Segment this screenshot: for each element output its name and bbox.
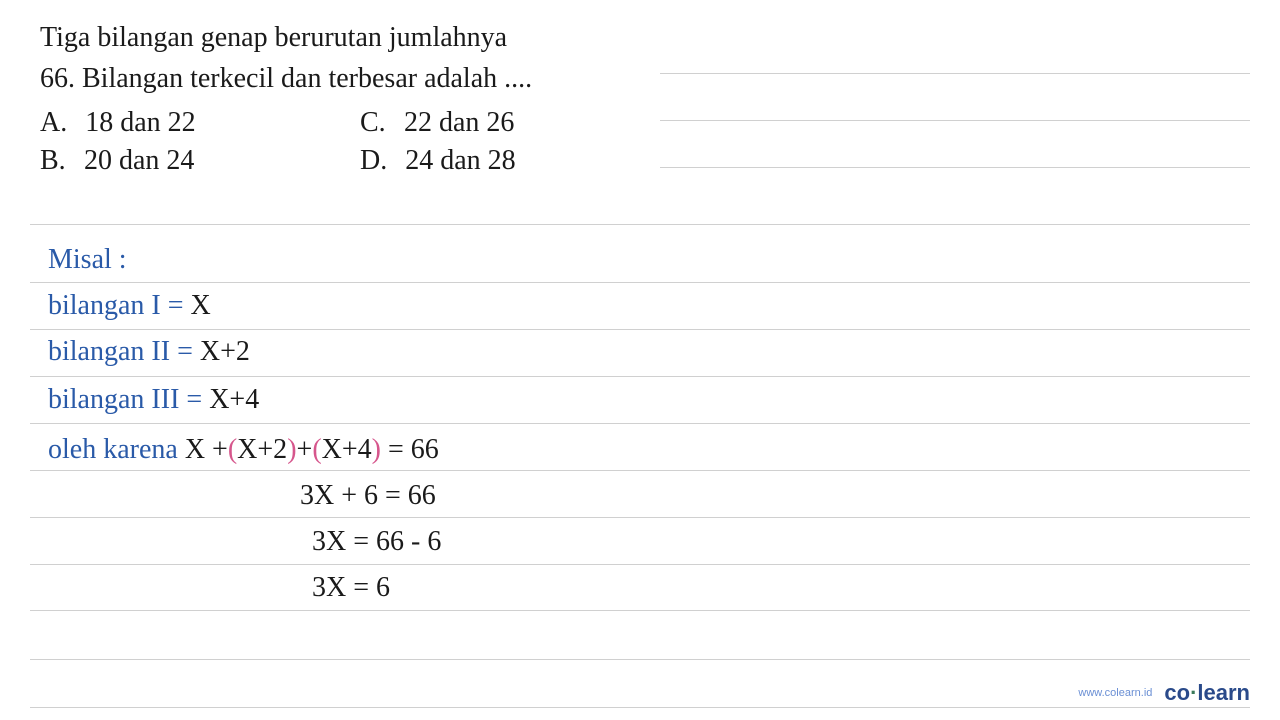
option-letter: A. <box>40 107 67 139</box>
hw-misal: Misal : <box>48 244 127 276</box>
hw-paren: ( <box>228 434 237 465</box>
question-block: Tiga bilangan genap berurutan jumlahnya … <box>0 0 1280 187</box>
ruled-area: Misal : bilangan I = X bilangan II = X+2… <box>0 210 1280 720</box>
option-text: 24 dan 28 <box>405 145 515 177</box>
hw-paren: ) <box>372 434 381 465</box>
option-text: 18 dan 22 <box>85 107 195 139</box>
option-d: D. 24 dan 28 <box>360 145 640 177</box>
hw-math: X+2 <box>237 434 287 465</box>
hw-bilangan3: bilangan III = X+4 <box>48 384 259 416</box>
hw-step1: 3X + 6 = 66 <box>300 480 436 512</box>
question-line-2: 66. Bilangan terkecil dan terbesar adala… <box>40 59 1240 100</box>
hw-text: oleh karena <box>48 434 185 465</box>
hw-text: bilangan I = <box>48 290 191 321</box>
hw-math: X + <box>185 434 228 465</box>
option-text: 22 dan 26 <box>404 107 514 139</box>
option-letter: C. <box>360 107 386 139</box>
hw-math: X <box>191 290 211 321</box>
footer-logo: co·learn <box>1164 680 1250 706</box>
logo-co: co <box>1164 680 1190 705</box>
option-b: B. 20 dan 24 <box>40 145 320 177</box>
option-letter: B. <box>40 145 66 177</box>
option-letter: D. <box>360 145 387 177</box>
question-line-1: Tiga bilangan genap berurutan jumlahnya <box>40 18 1240 59</box>
option-text: 20 dan 24 <box>84 145 194 177</box>
hw-text: bilangan III = <box>48 384 209 415</box>
hw-bilangan2: bilangan II = X+2 <box>48 336 250 368</box>
hw-math: = 66 <box>381 434 439 465</box>
footer-url: www.colearn.id <box>1078 687 1152 699</box>
hw-step2: 3X = 66 - 6 <box>312 526 441 558</box>
option-a: A. 18 dan 22 <box>40 107 320 139</box>
hw-math: + <box>297 434 313 465</box>
hw-step3: 3X = 6 <box>312 572 390 604</box>
logo-learn: learn <box>1197 680 1250 705</box>
hw-text: bilangan II = <box>48 336 200 367</box>
hw-paren: ( <box>312 434 321 465</box>
footer: www.colearn.id co·learn <box>1078 680 1250 706</box>
hw-paren: ) <box>287 434 296 465</box>
option-c: C. 22 dan 26 <box>360 107 640 139</box>
hw-math: X+2 <box>200 336 250 367</box>
hw-math: X+4 <box>209 384 259 415</box>
hw-equation: oleh karena X +(X+2)+(X+4) = 66 <box>48 434 439 466</box>
hw-math: X+4 <box>322 434 372 465</box>
hw-bilangan1: bilangan I = X <box>48 290 211 322</box>
